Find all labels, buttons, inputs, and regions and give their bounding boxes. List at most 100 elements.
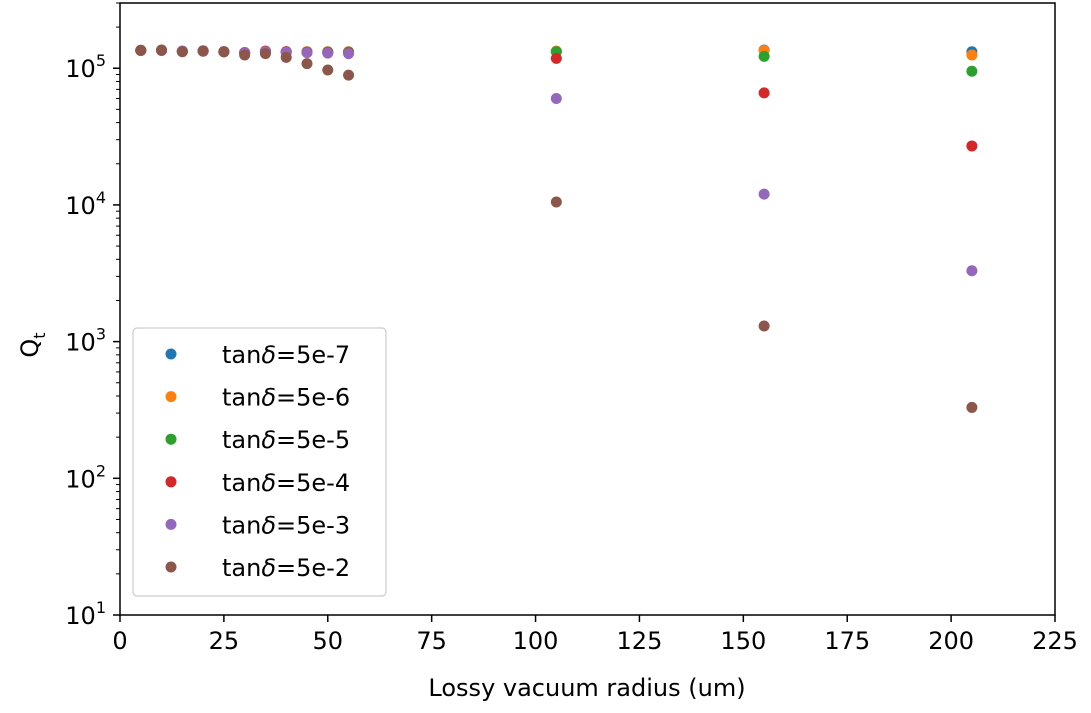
legend-label-suffix: =5e-2: [276, 554, 350, 582]
legend-label-suffix: =5e-7: [276, 341, 350, 369]
series-5: [135, 44, 978, 277]
legend-marker: [165, 476, 177, 488]
y-tick-exponent: 1: [96, 598, 106, 617]
legend-marker: [165, 433, 177, 445]
y-tick-base: 10: [65, 192, 96, 220]
legend-label-prefix: tan: [222, 554, 261, 582]
legend-marker: [165, 561, 177, 573]
data-point: [197, 45, 209, 57]
data-point: [322, 64, 334, 76]
y-tick-exponent: 2: [96, 461, 106, 480]
data-point: [758, 50, 770, 62]
data-point: [966, 401, 978, 413]
data-point: [550, 196, 562, 208]
y-axis-title-subscript: t: [30, 332, 49, 338]
y-tick-label: 103: [65, 325, 106, 357]
data-point: [343, 48, 355, 60]
data-point: [343, 69, 355, 81]
legend-label-symbol: δ: [261, 469, 276, 497]
x-tick-label: 150: [720, 627, 766, 655]
legend-marker: [165, 348, 177, 360]
data-point: [966, 140, 978, 152]
data-point: [550, 93, 562, 105]
x-tick-label: 125: [617, 627, 663, 655]
x-tick-label: 200: [928, 627, 974, 655]
legend-label-symbol: δ: [261, 511, 276, 539]
y-tick-base: 10: [65, 465, 96, 493]
data-point: [135, 44, 147, 56]
marks-layer: [135, 44, 978, 413]
data-point: [758, 320, 770, 332]
legend-marker: [165, 518, 177, 530]
data-point: [966, 65, 978, 77]
data-point: [758, 188, 770, 200]
x-tick-label: 25: [209, 627, 240, 655]
y-tick-base: 10: [65, 55, 96, 83]
legend-label-suffix: =5e-3: [276, 511, 350, 539]
x-tick-label: 50: [313, 627, 344, 655]
legend-label-symbol: δ: [261, 554, 276, 582]
y-tick-exponent: 5: [96, 51, 106, 70]
legend-item: tanδ=5e-3: [165, 511, 350, 539]
legend-label-suffix: =5e-4: [276, 469, 350, 497]
x-tick-label: 75: [416, 627, 447, 655]
x-tick-label: 100: [513, 627, 559, 655]
data-point: [259, 48, 271, 60]
legend-label-symbol: δ: [261, 384, 276, 412]
legend: tanδ=5e-7tanδ=5e-6tanδ=5e-5tanδ=5e-4tanδ…: [132, 327, 387, 597]
data-point: [176, 46, 188, 58]
legend-label-suffix: =5e-5: [276, 426, 350, 454]
legend-item: tanδ=5e-6: [165, 384, 350, 412]
legend-marker: [165, 391, 177, 403]
data-point: [966, 49, 978, 61]
y-tick-label: 105: [65, 51, 106, 83]
legend-items: tanδ=5e-7tanδ=5e-6tanδ=5e-5tanδ=5e-4tanδ…: [165, 341, 350, 582]
legend-label-symbol: δ: [261, 426, 276, 454]
legend-label: tanδ=5e-6: [222, 384, 350, 412]
legend-item: tanδ=5e-4: [165, 469, 350, 497]
legend-item: tanδ=5e-5: [165, 426, 350, 454]
x-tick-label: 225: [1032, 627, 1078, 655]
legend-label: tanδ=5e-3: [222, 511, 350, 539]
y-tick-exponent: 4: [96, 188, 106, 207]
y-axis-title-main: Q: [16, 339, 44, 358]
x-axis: 0 25 50 75 100 125 150 175 200 225: [112, 615, 1078, 655]
series-6: [135, 44, 978, 413]
legend-label-prefix: tan: [222, 426, 261, 454]
x-tick-label: 175: [824, 627, 870, 655]
legend-item: tanδ=5e-2: [165, 554, 350, 582]
legend-label-suffix: =5e-6: [276, 384, 350, 412]
y-axis-title: Qt: [16, 332, 49, 357]
data-point: [301, 58, 313, 70]
y-tick-exponent: 3: [96, 325, 106, 344]
data-point: [322, 47, 334, 59]
legend-label-prefix: tan: [222, 469, 261, 497]
legend-label: tanδ=5e-4: [222, 469, 350, 497]
legend-box: [132, 327, 387, 597]
x-tick-label: 0: [112, 627, 127, 655]
legend-label-symbol: δ: [261, 341, 276, 369]
data-point: [550, 52, 562, 64]
x-axis-title: Lossy vacuum radius (um): [428, 674, 745, 702]
data-point: [218, 46, 230, 58]
y-tick-label: 104: [65, 188, 106, 220]
y-tick-base: 10: [65, 602, 96, 630]
legend-item: tanδ=5e-7: [165, 341, 350, 369]
legend-label: tanδ=5e-7: [222, 341, 350, 369]
legend-label: tanδ=5e-5: [222, 426, 350, 454]
legend-label-prefix: tan: [222, 511, 261, 539]
y-tick-label: 101: [65, 598, 106, 630]
y-tick-base: 10: [65, 329, 96, 357]
y-tick-label: 102: [65, 461, 106, 493]
legend-label-prefix: tan: [222, 384, 261, 412]
legend-label-prefix: tan: [222, 341, 261, 369]
data-point: [758, 87, 770, 99]
data-point: [966, 265, 978, 277]
data-point: [156, 44, 168, 56]
legend-label: tanδ=5e-2: [222, 554, 350, 582]
data-point: [280, 51, 292, 63]
data-point: [301, 47, 313, 59]
